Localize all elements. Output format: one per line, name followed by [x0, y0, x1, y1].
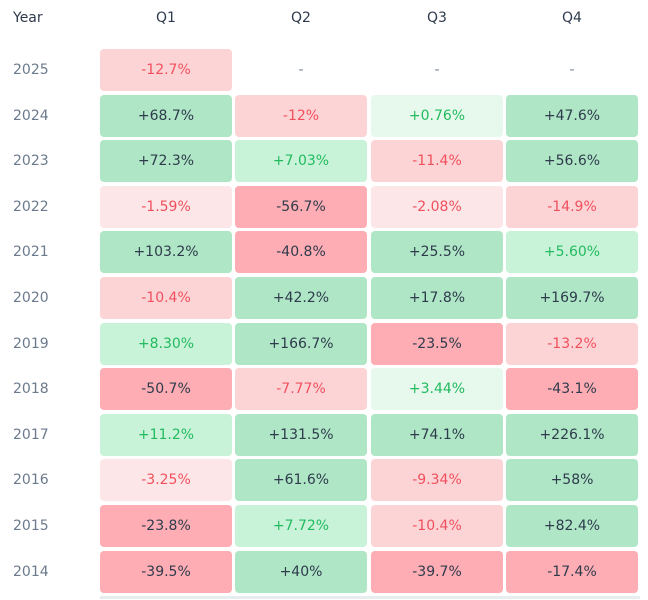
column-header-q1: Q1	[156, 10, 176, 26]
cell-2022-q1: -1.59%	[100, 186, 232, 228]
row-label-2015: 2015	[13, 518, 49, 534]
year-column-header: Year	[13, 10, 43, 26]
cell-2024-q4: +47.6%	[506, 95, 638, 137]
cell-2019-q4: -13.2%	[506, 323, 638, 365]
cell-2025-q1: -12.7%	[100, 49, 232, 91]
cell-2023-q1: +72.3%	[100, 140, 232, 182]
column-header-q3: Q3	[427, 10, 447, 26]
column-header-q2: Q2	[291, 10, 311, 26]
cell-2021-q4: +5.60%	[506, 231, 638, 273]
row-label-2017: 2017	[13, 427, 49, 443]
cell-2019-q2: +166.7%	[235, 323, 367, 365]
cell-2023-q4: +56.6%	[506, 140, 638, 182]
cell-2014-q3: -39.7%	[371, 551, 503, 593]
cell-2023-q2: +7.03%	[235, 140, 367, 182]
row-label-2014: 2014	[13, 564, 49, 580]
table-bottom-edge	[100, 596, 640, 599]
cell-2017-q2: +131.5%	[235, 414, 367, 456]
cell-2020-q1: -10.4%	[100, 277, 232, 319]
cell-2020-q4: +169.7%	[506, 277, 638, 319]
row-label-2023: 2023	[13, 153, 49, 169]
cell-2022-q4: -14.9%	[506, 186, 638, 228]
row-label-2022: 2022	[13, 199, 49, 215]
cell-2015-q4: +82.4%	[506, 505, 638, 547]
cell-2014-q2: +40%	[235, 551, 367, 593]
cell-2017-q4: +226.1%	[506, 414, 638, 456]
cell-2020-q3: +17.8%	[371, 277, 503, 319]
cell-2015-q2: +7.72%	[235, 505, 367, 547]
cell-2018-q1: -50.7%	[100, 368, 232, 410]
cell-2019-q3: -23.5%	[371, 323, 503, 365]
cell-2025-q2: -	[298, 62, 304, 78]
cell-2024-q1: +68.7%	[100, 95, 232, 137]
cell-2017-q1: +11.2%	[100, 414, 232, 456]
row-label-2019: 2019	[13, 336, 49, 352]
row-label-2024: 2024	[13, 108, 49, 124]
cell-2022-q3: -2.08%	[371, 186, 503, 228]
cell-2020-q2: +42.2%	[235, 277, 367, 319]
cell-2016-q4: +58%	[506, 459, 638, 501]
cell-2014-q4: -17.4%	[506, 551, 638, 593]
cell-2023-q3: -11.4%	[371, 140, 503, 182]
cell-2015-q1: -23.8%	[100, 505, 232, 547]
cell-2018-q3: +3.44%	[371, 368, 503, 410]
row-label-2016: 2016	[13, 472, 49, 488]
cell-2017-q3: +74.1%	[371, 414, 503, 456]
column-header-q4: Q4	[562, 10, 582, 26]
cell-2021-q1: +103.2%	[100, 231, 232, 273]
cell-2022-q2: -56.7%	[235, 186, 367, 228]
cell-2016-q2: +61.6%	[235, 459, 367, 501]
cell-2021-q3: +25.5%	[371, 231, 503, 273]
cell-2024-q2: -12%	[235, 95, 367, 137]
cell-2015-q3: -10.4%	[371, 505, 503, 547]
cell-2019-q1: +8.30%	[100, 323, 232, 365]
cell-2018-q2: -7.77%	[235, 368, 367, 410]
cell-2024-q3: +0.76%	[371, 95, 503, 137]
row-label-2018: 2018	[13, 381, 49, 397]
cell-2014-q1: -39.5%	[100, 551, 232, 593]
cell-2021-q2: -40.8%	[235, 231, 367, 273]
cell-2025-q3: -	[434, 62, 440, 78]
row-label-2021: 2021	[13, 244, 49, 260]
cell-2016-q1: -3.25%	[100, 459, 232, 501]
row-label-2020: 2020	[13, 290, 49, 306]
row-label-2025: 2025	[13, 62, 49, 78]
cell-2018-q4: -43.1%	[506, 368, 638, 410]
cell-2025-q4: -	[569, 62, 575, 78]
cell-2016-q3: -9.34%	[371, 459, 503, 501]
